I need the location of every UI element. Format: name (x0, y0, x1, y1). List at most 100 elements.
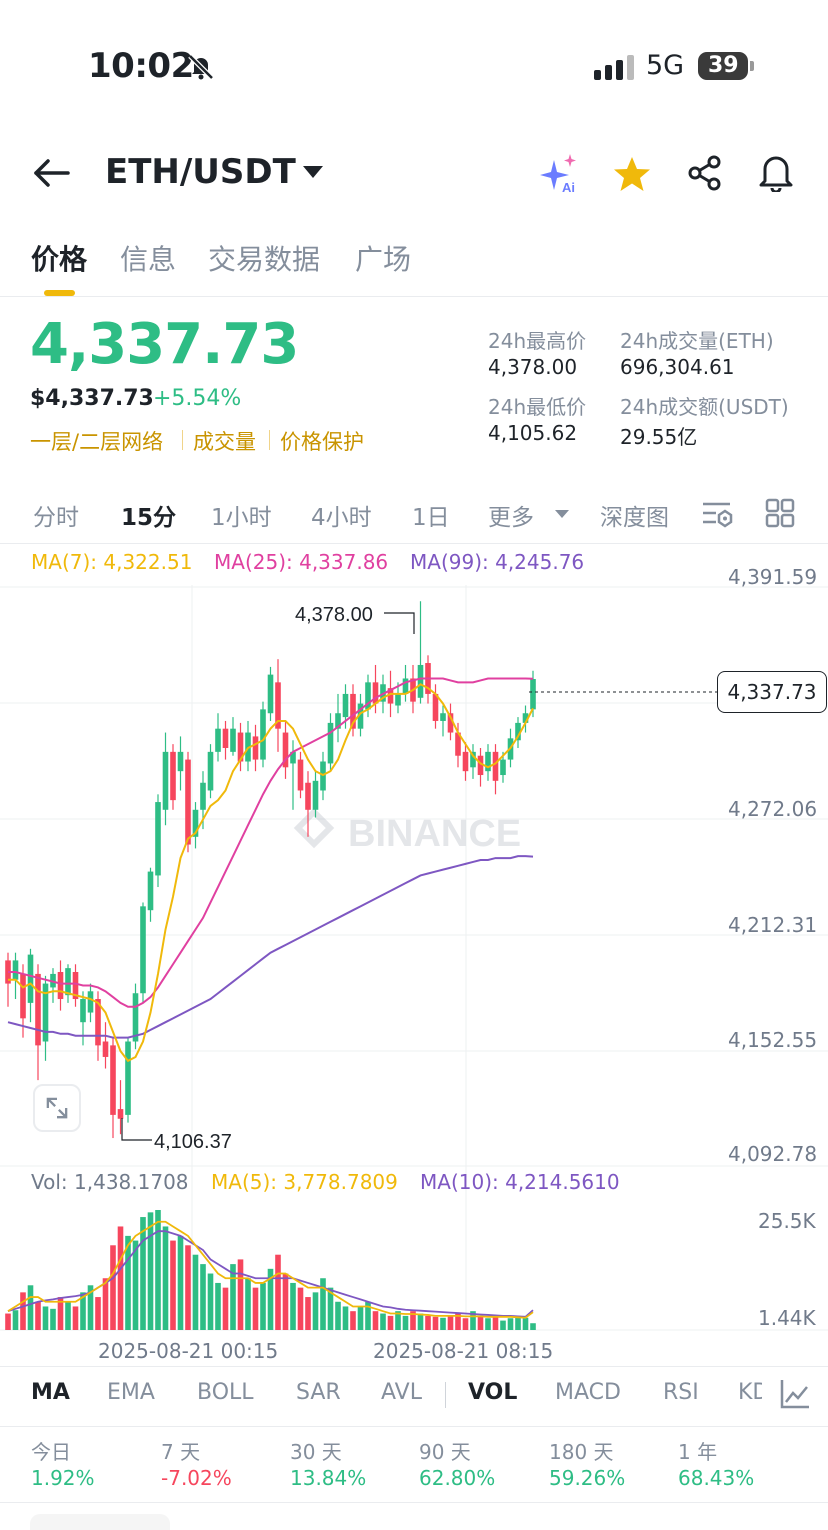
indicator-kd[interactable]: KD (738, 1380, 762, 1405)
watermark-text: BINANCE (348, 813, 521, 855)
volume-bar (470, 1311, 476, 1330)
indicator-boll[interactable]: BOLL (197, 1380, 254, 1405)
candle-body (267, 674, 274, 714)
perf-value-today: 1.92% (31, 1466, 95, 1490)
candle-body (297, 759, 304, 791)
more-dropdown-icon[interactable] (555, 510, 569, 518)
volume-bar (72, 1306, 79, 1330)
indicator-vol[interactable]: VOL (468, 1380, 518, 1405)
volume-bar (485, 1318, 491, 1330)
interval-1h[interactable]: 1小时 (211, 505, 272, 531)
volume-bar (530, 1323, 536, 1330)
svg-text:Ai: Ai (562, 180, 575, 195)
perf-label-90d: 90 天 (419, 1440, 471, 1464)
volume-bar (387, 1315, 394, 1330)
price-chart[interactable]: BINANCE 4,378.00 4,106.37 (0, 585, 828, 1345)
indicator-rsi[interactable]: RSI (663, 1380, 699, 1405)
indicator-avl[interactable]: AVL (381, 1380, 422, 1405)
candle-body (327, 722, 334, 764)
indicator-macd[interactable]: MACD (555, 1380, 621, 1405)
tab-trade-data[interactable]: 交易数据 (208, 243, 321, 276)
candle-body (200, 782, 206, 810)
candle-body (485, 751, 491, 772)
candle-body (260, 709, 266, 760)
volume-bar (402, 1315, 409, 1330)
tag-separator (269, 430, 270, 450)
candle-body (230, 728, 236, 752)
candle-body (417, 664, 424, 698)
volume-bar (87, 1285, 94, 1330)
volume-bar (147, 1212, 154, 1330)
candle-body (87, 991, 94, 1013)
bottom-tab-pill[interactable] (30, 1514, 170, 1530)
indicator-chart-icon[interactable] (779, 1378, 811, 1410)
back-arrow-icon[interactable] (32, 156, 72, 190)
tag-layer-network[interactable]: 一层/二层网络 (30, 430, 164, 454)
interval-1d[interactable]: 1日 (412, 505, 450, 531)
candle-body (357, 703, 364, 729)
tab-square[interactable]: 广场 (355, 243, 412, 276)
tag-volume[interactable]: 成交量 (193, 430, 256, 454)
volume-bar (155, 1210, 161, 1330)
vol-axis-label: 25.5K (758, 1209, 816, 1233)
pair-title[interactable]: ETH/USDT (105, 152, 296, 192)
volume-bar (132, 1240, 139, 1330)
perf-value-30d: 13.84% (290, 1466, 367, 1490)
stat-high-value: 4,378.00 (488, 355, 578, 379)
binance-watermark: BINANCE (293, 807, 521, 855)
indicator-ema[interactable]: EMA (107, 1380, 155, 1405)
tag-price-protection[interactable]: 价格保护 (280, 430, 364, 454)
volume-bar (350, 1311, 356, 1330)
interval-4h[interactable]: 4小时 (311, 505, 372, 531)
interval-line[interactable]: 分时 (33, 505, 79, 531)
pair-dropdown-icon[interactable] (303, 166, 323, 178)
battery-level: 39 (708, 53, 739, 78)
perf-label-1y: 1 年 (678, 1440, 718, 1464)
alert-bell-icon[interactable] (757, 152, 795, 192)
candle-body (477, 755, 484, 776)
candle-body (102, 1041, 109, 1057)
volume-bar (507, 1318, 514, 1330)
candle-body (27, 954, 34, 1003)
volume-bar (425, 1315, 431, 1330)
volume-bar (230, 1264, 236, 1330)
candle-body (237, 732, 244, 762)
depth-chart-tab[interactable]: 深度图 (600, 505, 669, 531)
candle-body (222, 728, 229, 748)
volume-bar (222, 1287, 229, 1330)
candle-body (132, 993, 139, 1042)
volume-bar (440, 1317, 446, 1330)
volume-bar (192, 1254, 199, 1330)
candle-body (57, 971, 64, 1000)
expand-icon[interactable] (33, 1084, 81, 1132)
interval-15m[interactable]: 15分 (121, 505, 177, 531)
volume-bar (327, 1287, 334, 1330)
volume-bar (365, 1301, 371, 1330)
tab-info[interactable]: 信息 (120, 243, 177, 276)
current-price-tag: 4,337.73 (717, 671, 827, 713)
indicator-divider (0, 1426, 828, 1427)
share-icon[interactable] (686, 154, 724, 192)
layout-grid-icon[interactable] (765, 498, 795, 528)
candle-body (470, 751, 476, 768)
volume-bar (297, 1287, 304, 1330)
candle-body (312, 780, 319, 810)
ai-sparkle-icon[interactable]: Ai (540, 152, 584, 196)
volume-bar (117, 1226, 124, 1330)
perf-value-1y: 68.43% (678, 1466, 755, 1490)
candle-body (447, 713, 454, 733)
volume-bar (477, 1315, 484, 1330)
indicator-sar[interactable]: SAR (296, 1380, 341, 1405)
tab-price[interactable]: 价格 (31, 243, 88, 276)
volume-bar (35, 1301, 41, 1330)
candle-body (522, 713, 529, 723)
indicator-ma[interactable]: MA (31, 1380, 70, 1405)
tabs-divider (0, 296, 828, 297)
stat-turnover-label: 24h成交额(USDT) (620, 395, 789, 419)
chart-settings-icon[interactable] (700, 498, 734, 530)
volume-bar (162, 1226, 169, 1330)
volume-bar (185, 1245, 191, 1330)
favorite-star-icon[interactable] (612, 154, 652, 194)
interval-more[interactable]: 更多 (488, 505, 534, 531)
perf-label-180d: 180 天 (549, 1440, 614, 1464)
